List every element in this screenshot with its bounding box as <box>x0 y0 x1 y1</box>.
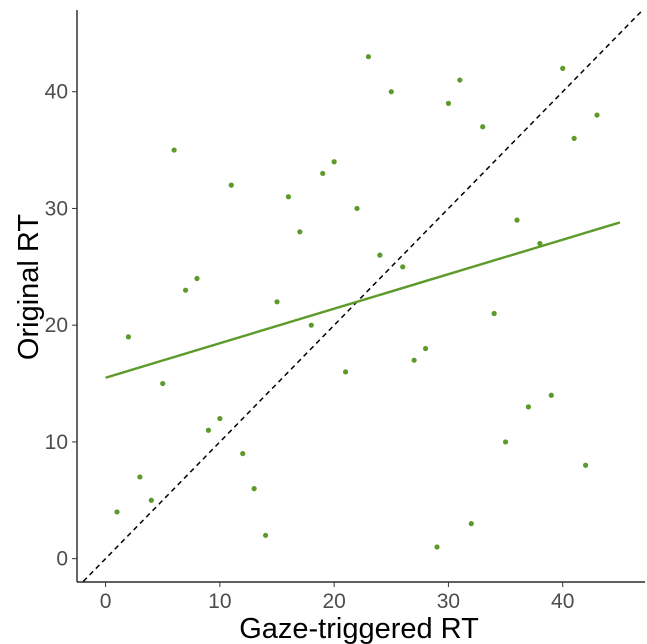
data-point <box>320 170 326 177</box>
regression-fit-line <box>105 221 621 379</box>
data-point <box>125 334 132 340</box>
x-tick-label: 20 <box>322 590 345 613</box>
data-point <box>182 287 189 293</box>
plot-area: 0 10 20 30 40 0 10 20 30 40 <box>45 10 645 613</box>
data-point <box>137 474 143 480</box>
data-point <box>114 509 120 515</box>
data-point <box>491 310 497 317</box>
data-point <box>171 147 177 153</box>
y-tick-label: 40 <box>45 81 68 104</box>
data-point <box>262 532 269 538</box>
data-point <box>331 159 337 165</box>
data-point <box>160 380 166 387</box>
data-point <box>217 415 223 422</box>
data-point <box>365 54 372 60</box>
data-point <box>514 217 520 223</box>
x-tick-label: 40 <box>551 590 574 613</box>
x-tick-label: 30 <box>437 590 460 613</box>
data-point <box>457 77 463 83</box>
data-point <box>251 486 257 492</box>
data-point <box>468 521 474 527</box>
data-point <box>274 299 280 305</box>
data-point <box>571 135 577 142</box>
data-point <box>582 462 589 468</box>
data-point <box>594 112 600 118</box>
data-point <box>205 427 212 433</box>
data-point <box>400 264 406 270</box>
data-point <box>388 89 394 95</box>
data-point <box>411 357 417 363</box>
data-point <box>537 240 543 247</box>
x-axis-title: Gaze-triggered RT <box>239 613 479 644</box>
y-axis-title: Original RT <box>13 214 45 360</box>
y-tick-label: 0 <box>56 548 68 571</box>
data-point <box>548 392 554 398</box>
data-point <box>560 65 566 71</box>
x-tick-label: 10 <box>208 590 231 613</box>
data-point <box>240 450 246 457</box>
y-tick-label: 20 <box>45 314 68 337</box>
data-point <box>502 439 509 445</box>
data-point <box>422 345 429 352</box>
data-point <box>434 544 440 550</box>
y-tick-label: 30 <box>45 197 68 220</box>
x-tick-label: 0 <box>100 590 112 613</box>
data-point <box>148 497 154 503</box>
data-point <box>354 205 360 212</box>
data-point <box>228 182 234 188</box>
data-point <box>308 322 314 328</box>
data-point <box>480 124 486 130</box>
data-point <box>377 252 383 258</box>
identity-reference-line <box>81 10 644 582</box>
data-point <box>445 100 452 106</box>
data-point <box>342 369 349 375</box>
data-point <box>297 229 303 235</box>
data-point <box>525 404 532 410</box>
data-point <box>285 194 292 200</box>
data-point <box>194 275 200 282</box>
y-tick-label: 10 <box>45 431 68 454</box>
